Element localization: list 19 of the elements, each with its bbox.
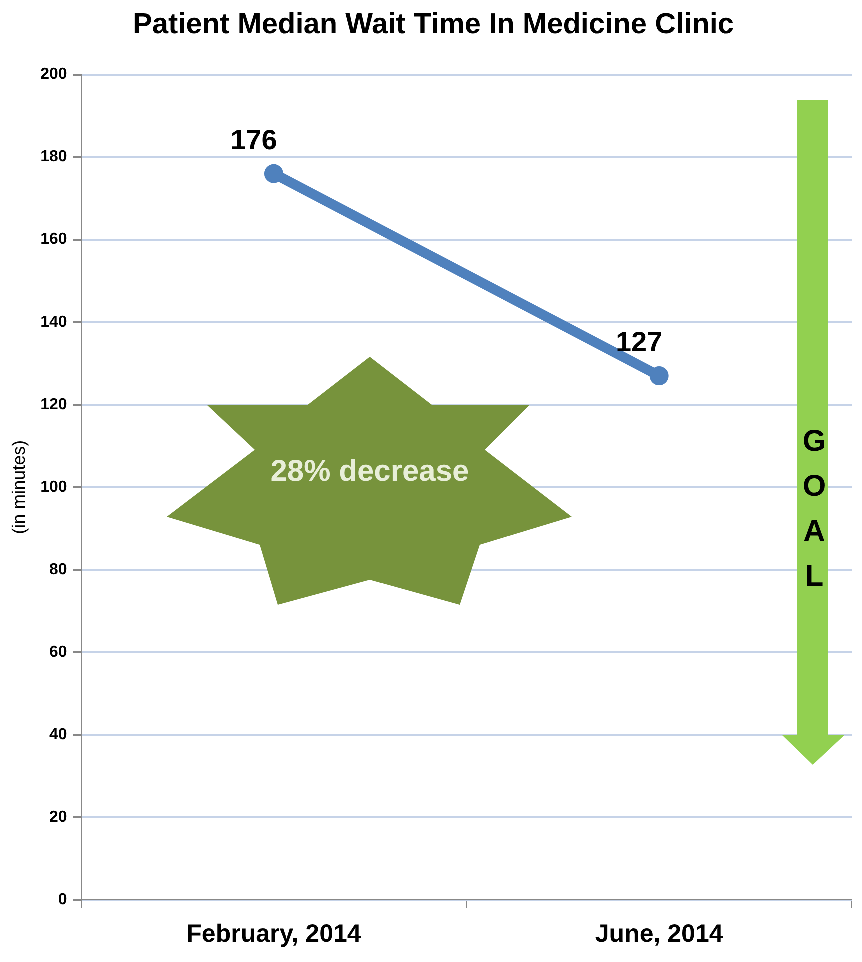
y-tick-label: 20 bbox=[50, 808, 68, 826]
y-tick-label: 100 bbox=[40, 478, 68, 496]
y-tick-label: 160 bbox=[40, 231, 68, 248]
y-tick-label: 140 bbox=[40, 314, 68, 331]
y-tick-label: 200 bbox=[40, 66, 68, 84]
y-tick-label: 60 bbox=[50, 644, 68, 661]
chart-title: Patient Median Wait Time In Medicine Clinic bbox=[132, 8, 734, 40]
y-axis-title: (in minutes) bbox=[8, 440, 29, 534]
y-tick-label: 180 bbox=[40, 148, 68, 166]
y-tick-label: 80 bbox=[50, 561, 68, 578]
annotation: GOAL bbox=[797, 425, 831, 605]
x-tick-label: February, 2014 bbox=[186, 920, 362, 948]
y-tick-label: 40 bbox=[50, 726, 68, 744]
data-label: 127 bbox=[616, 326, 663, 358]
y-tick-label: 120 bbox=[40, 396, 68, 414]
y-tick-label: 0 bbox=[58, 891, 68, 908]
annotation: 28% decrease bbox=[270, 455, 470, 489]
x-tick-label: June, 2014 bbox=[595, 920, 724, 948]
data-label: 176 bbox=[230, 124, 278, 156]
